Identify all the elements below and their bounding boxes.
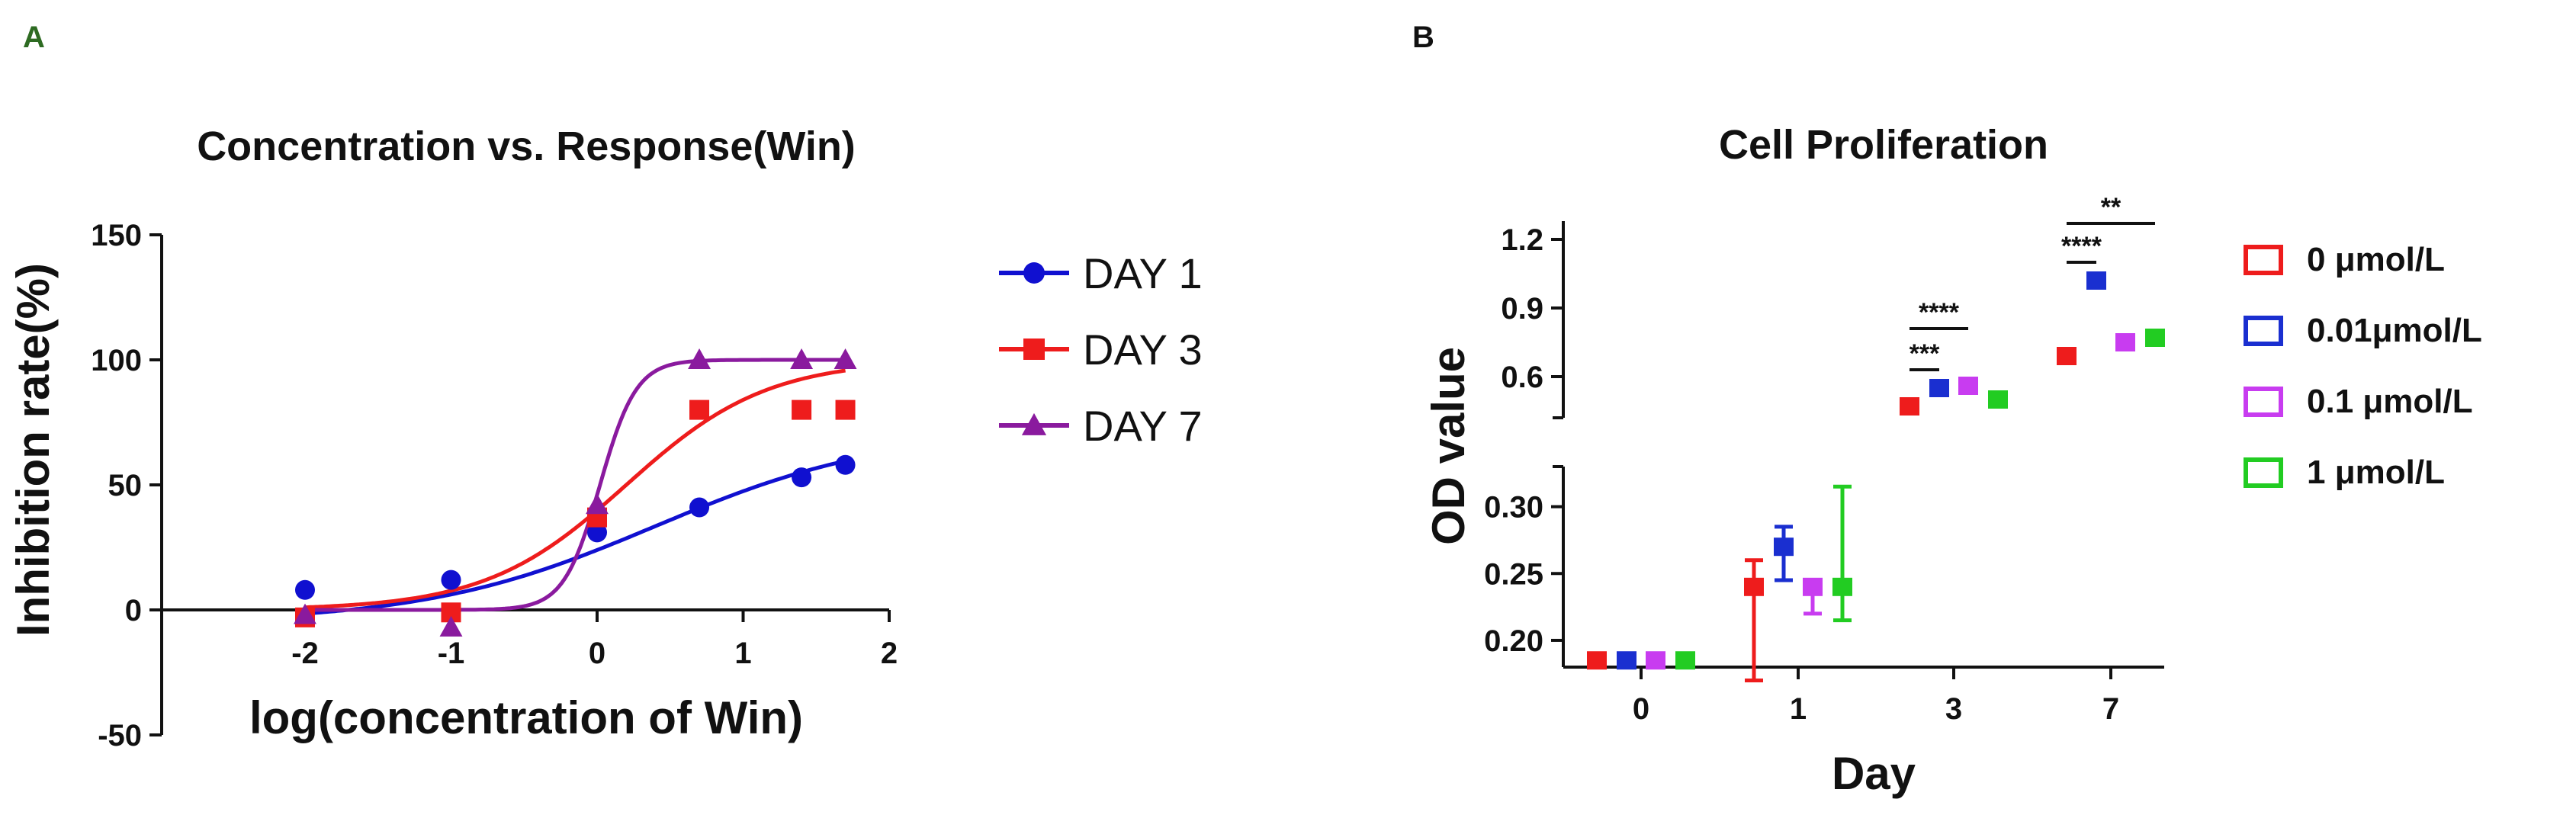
legend-swatch — [2244, 245, 2283, 275]
legend-swatch — [2244, 457, 2283, 488]
data-point-1 — [2057, 347, 2077, 365]
chart-a-fit-curves — [304, 358, 846, 616]
legend-label: 0.01μmol/L — [2307, 312, 2482, 349]
legend-label: DAY 3 — [1083, 326, 1203, 374]
significance-label: ** — [2101, 193, 2122, 222]
data-point-3 — [1803, 577, 1823, 596]
chart-a-xlabel: log(concentration of Win) — [249, 692, 803, 743]
data-point-1 — [1587, 651, 1607, 670]
chart-b-xlabel: Day — [1832, 748, 1916, 799]
point-day-series-3 — [294, 603, 316, 624]
chart-a-title: Concentration vs. Response(Win) — [197, 124, 856, 169]
chart-a-points — [294, 348, 857, 637]
x-tick-label: -2 — [291, 637, 319, 670]
y-tick-label: 0 — [125, 594, 142, 627]
legend-label: 0.1 μmol/L — [2307, 383, 2473, 420]
y-tick-label: 0.25 — [1484, 557, 1543, 591]
legend-swatch — [2244, 387, 2283, 417]
fit-curve-3 — [305, 358, 846, 612]
data-point-2 — [2086, 271, 2106, 290]
point-day-series-3 — [688, 348, 711, 369]
legend-marker — [1021, 412, 1047, 435]
x-tick-label: 3 — [1945, 692, 1962, 726]
data-point-3 — [2115, 333, 2135, 351]
chart-b-axes: 0.6 0.9 1.2 0.20 0.25 0.30 0 1 3 7 — [1484, 221, 2164, 726]
legend-label: 0 μmol/L — [2307, 241, 2445, 278]
y-tick-label: 50 — [108, 469, 143, 502]
chart-b-legend: 0 μmol/L 0.01μmol/L 0.1 μmol/L 1 μmol/L — [2244, 241, 2482, 491]
point-day-series-3 — [586, 493, 609, 515]
chart-a-ylabel: Inhibition rate(%) — [8, 263, 59, 637]
y-tick-label: 100 — [91, 344, 142, 377]
data-point-4 — [1675, 651, 1695, 670]
y-tick-label: 0.6 — [1501, 361, 1543, 394]
data-point-2 — [1617, 651, 1636, 670]
legend-label: 1 μmol/L — [2307, 454, 2445, 491]
legend-label: DAY 7 — [1083, 402, 1203, 450]
chart-b-ylabel: OD value — [1423, 347, 1474, 545]
point-day-series-2 — [792, 399, 812, 420]
y-tick-label: 1.2 — [1501, 223, 1543, 257]
legend-marker — [1023, 262, 1045, 284]
significance-label: *** — [1910, 339, 1940, 368]
data-point-2 — [1774, 537, 1794, 557]
data-point-4 — [1832, 577, 1852, 596]
chart-a-legend: DAY 1 DAY 3 DAY 7 — [999, 249, 1203, 450]
point-day-series-1 — [689, 497, 710, 518]
data-point-4 — [1988, 390, 2008, 409]
x-tick-label: 0 — [1633, 692, 1649, 726]
x-tick-label: -1 — [438, 637, 465, 670]
point-day-series-1 — [295, 579, 315, 600]
chart-b-annotations: ************* — [1910, 193, 2155, 371]
y-tick-label: 150 — [91, 219, 142, 252]
point-day-series-3 — [834, 348, 857, 369]
chart-a: Concentration vs. Response(Win) log(conc… — [8, 124, 1203, 752]
x-tick-label: 7 — [2102, 692, 2119, 726]
panel-a-letter: A — [23, 21, 45, 54]
y-tick-label: 0.9 — [1501, 292, 1543, 326]
significance-label: **** — [2061, 232, 2102, 261]
legend-label: DAY 1 — [1083, 249, 1203, 297]
chart-b: Cell Proliferation Day OD value 0.6 0.9 1.… — [1423, 122, 2482, 799]
point-day-series-3 — [439, 616, 463, 637]
point-day-series-1 — [792, 467, 812, 488]
x-tick-label: 0 — [589, 637, 605, 670]
x-tick-label: 1 — [734, 637, 751, 670]
point-day-series-3 — [790, 348, 814, 369]
data-point-3 — [1646, 651, 1665, 670]
data-point-1 — [1744, 577, 1764, 596]
point-day-series-2 — [689, 399, 710, 420]
point-day-series-2 — [835, 399, 856, 420]
legend-marker — [1023, 339, 1045, 360]
fit-curve-2 — [304, 368, 846, 610]
panel-b-letter: B — [1412, 21, 1434, 54]
legend-swatch — [2244, 316, 2283, 346]
y-tick-label: 0.30 — [1484, 491, 1543, 525]
point-day-series-1 — [441, 570, 461, 590]
chart-a-axes: 150 100 50 0 -50 -2 -1 0 1 2 — [91, 219, 898, 752]
point-day-series-1 — [835, 454, 856, 475]
chart-b-title: Cell Proliferation — [1719, 122, 2048, 168]
point-day-series-1 — [587, 522, 607, 543]
data-point-1 — [1900, 397, 1919, 416]
y-tick-label: -50 — [98, 719, 142, 752]
y-tick-label: 0.20 — [1484, 624, 1543, 658]
x-tick-label: 1 — [1790, 692, 1807, 726]
x-tick-label: 2 — [881, 637, 898, 670]
chart-b-points — [1587, 271, 2165, 683]
data-point-3 — [1958, 377, 1978, 395]
significance-label: **** — [1919, 298, 1960, 327]
data-point-2 — [1929, 379, 1949, 397]
fit-curve-1 — [304, 459, 846, 616]
data-point-4 — [2145, 329, 2165, 347]
